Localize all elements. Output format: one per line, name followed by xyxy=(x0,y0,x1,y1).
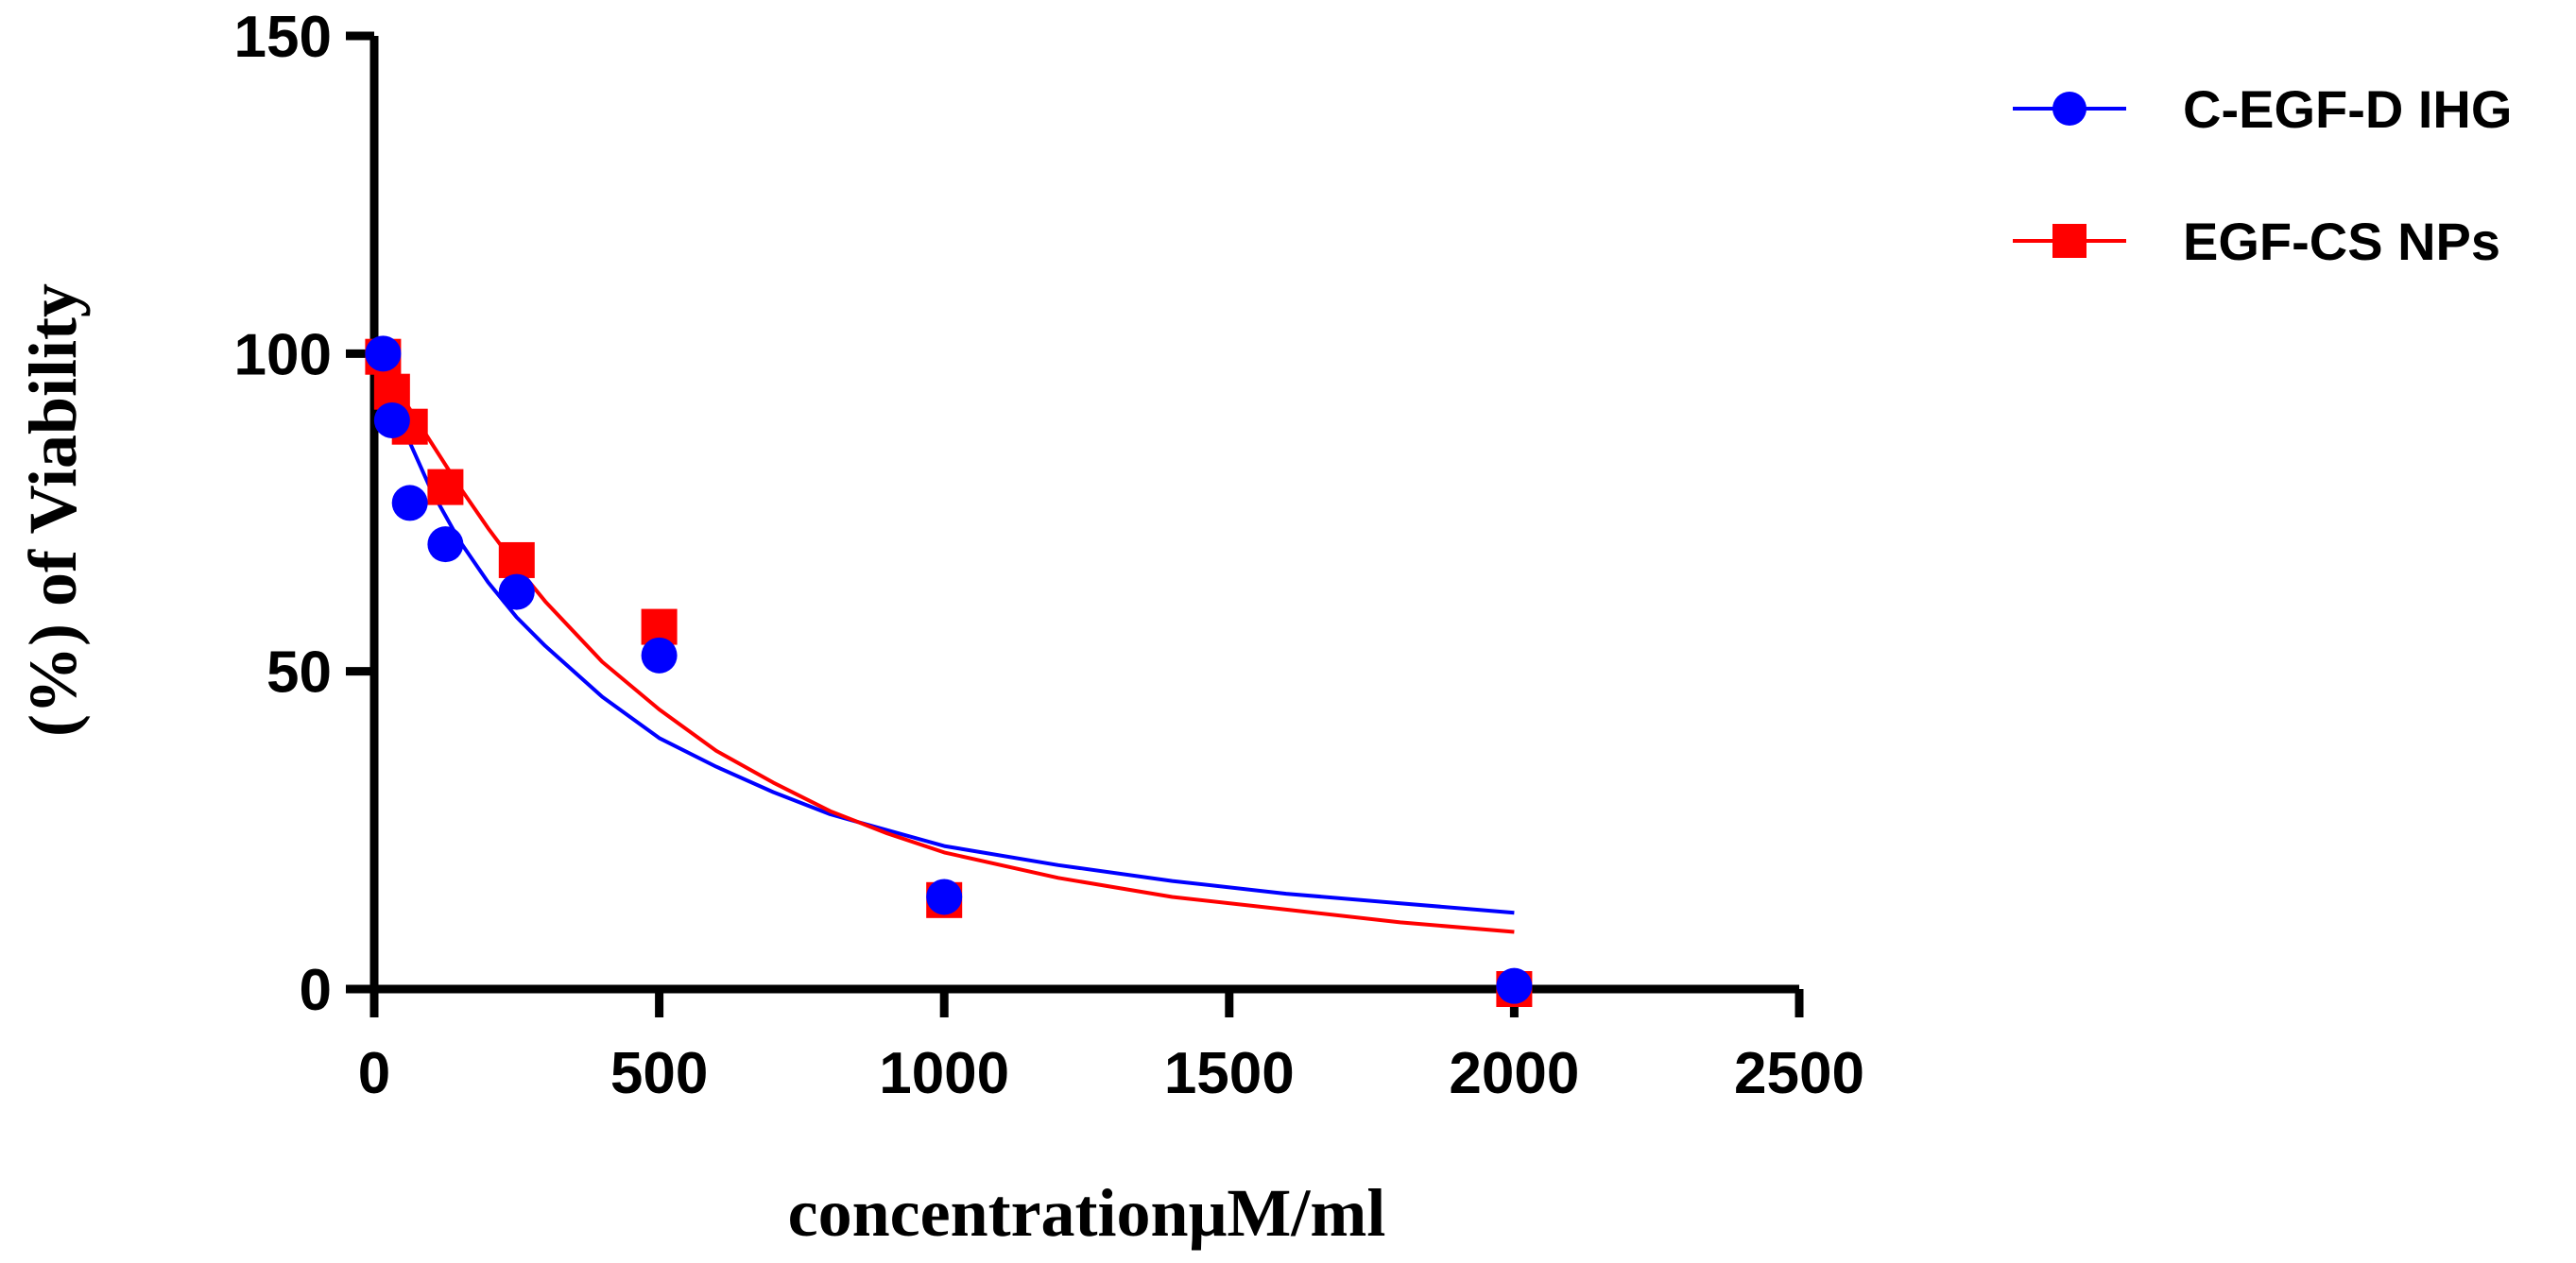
ticks: 0 500 1000 1500 2000 2500 0 50 100 150 xyxy=(234,5,1864,1106)
x-tick-label: 1000 xyxy=(879,1041,1009,1106)
legend-marker-square xyxy=(2052,224,2087,258)
data-point-circle xyxy=(427,526,464,563)
x-tick-label: 1500 xyxy=(1164,1041,1295,1106)
data-point-circle xyxy=(926,879,963,915)
y-tick-label: 0 xyxy=(300,958,332,1023)
data-point-circle xyxy=(391,485,428,521)
legend: C-EGF-D IHG EGF-CS NPs xyxy=(2013,79,2512,271)
y-tick-label: 150 xyxy=(234,5,332,70)
x-axis-title: concentrationμM/ml xyxy=(788,1175,1386,1251)
data-points xyxy=(365,335,1533,1007)
y-tick-label: 100 xyxy=(234,322,332,387)
data-point-circle xyxy=(365,335,402,372)
data-point-circle xyxy=(373,401,410,438)
data-point-circle xyxy=(641,637,678,674)
legend-item-egf-cs-nps: EGF-CS NPs xyxy=(2013,212,2500,271)
y-tick-label: 50 xyxy=(266,640,332,706)
legend-label: C-EGF-D IHG xyxy=(2183,79,2512,139)
data-point-circle xyxy=(498,573,535,610)
x-tick-label: 500 xyxy=(610,1041,708,1106)
data-point-circle xyxy=(1496,967,1533,1004)
data-point-square xyxy=(427,469,464,505)
y-axis-title: (%) of Viability xyxy=(15,283,91,737)
legend-item-c-egf-d-ihg: C-EGF-D IHG xyxy=(2013,79,2512,139)
data-point-square xyxy=(498,541,535,578)
axes xyxy=(369,36,1799,994)
x-tick-label: 2500 xyxy=(1734,1041,1864,1106)
legend-label: EGF-CS NPs xyxy=(2183,212,2500,271)
x-tick-label: 0 xyxy=(358,1041,390,1106)
fit-curve-series-0 xyxy=(381,368,1515,915)
legend-marker-circle xyxy=(2052,92,2087,126)
fit-curves xyxy=(381,365,1515,934)
x-tick-label: 2000 xyxy=(1449,1041,1579,1106)
